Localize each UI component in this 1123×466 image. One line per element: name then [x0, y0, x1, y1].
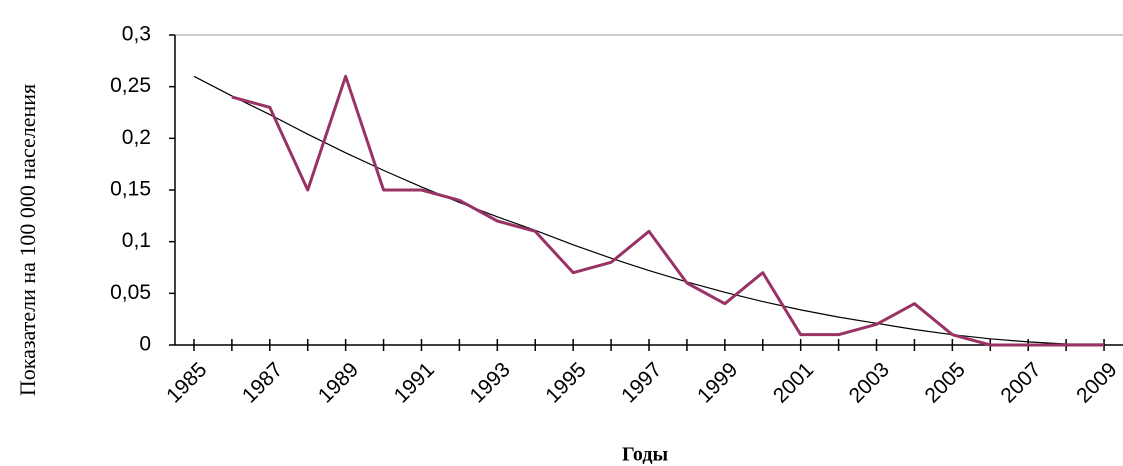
x-tick-label: 1997 — [617, 358, 666, 407]
series-line — [231, 74, 1105, 347]
series-line — [193, 75, 1105, 345]
y-tick-label: 0,3 — [122, 23, 151, 46]
y-tick-label: 0,25 — [110, 74, 151, 97]
x-tick-label: 2001 — [769, 358, 818, 407]
y-tick-label: 0,05 — [110, 281, 151, 304]
y-tick-label: 0,15 — [110, 178, 151, 201]
x-tick-label: 1999 — [693, 358, 742, 407]
y-tick-label: 0,1 — [122, 229, 151, 252]
x-tick-label: 2009 — [1072, 358, 1121, 407]
x-tick-label: 1995 — [541, 358, 590, 407]
x-tick-label: 1993 — [465, 358, 514, 407]
x-tick-label: 2003 — [845, 358, 894, 407]
y-axis-label: Показатели на 100 000 населения — [15, 84, 40, 396]
x-tick-label: 2007 — [996, 358, 1045, 407]
x-tick-label: 1987 — [238, 358, 287, 407]
x-axis-label: Годы — [622, 444, 669, 466]
y-tick-label: 0,2 — [122, 126, 151, 149]
x-tick-label: 2005 — [921, 358, 970, 407]
x-tick-label: 1991 — [390, 358, 439, 407]
x-tick-label: 1985 — [162, 358, 211, 407]
y-tick-label: 0 — [139, 333, 151, 356]
x-tick-label: 1989 — [314, 358, 363, 407]
